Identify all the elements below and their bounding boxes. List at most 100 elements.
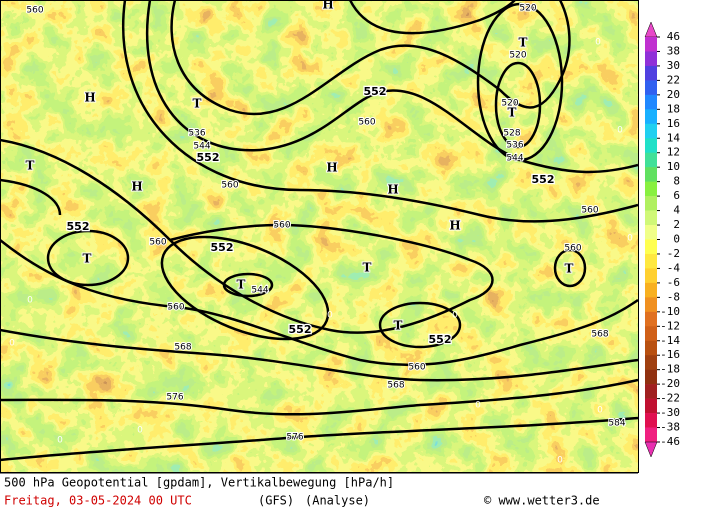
contour-label: 560 bbox=[408, 363, 425, 373]
colorbar-band bbox=[645, 413, 657, 428]
pressure-center: T bbox=[193, 97, 202, 111]
zero-label: 0 bbox=[475, 401, 481, 411]
pressure-center: H bbox=[387, 183, 398, 197]
colorbar-label: -30 bbox=[660, 406, 680, 419]
contour-label: 560 bbox=[221, 181, 238, 191]
contour-label: 552 bbox=[429, 333, 452, 346]
colorbar-label: -2 bbox=[667, 247, 680, 260]
footer-run: (Analyse) bbox=[305, 494, 370, 508]
zero-label: 0 bbox=[617, 126, 623, 136]
colorbar-label: -22 bbox=[660, 392, 680, 405]
contour-label: 560 bbox=[167, 303, 184, 313]
colorbar-band bbox=[645, 94, 657, 110]
pressure-center: H bbox=[322, 0, 333, 12]
pressure-center: T bbox=[565, 262, 574, 276]
colorbar-band bbox=[645, 152, 657, 168]
colorbar-band bbox=[645, 311, 657, 327]
footer-model: (GFS) bbox=[258, 494, 294, 508]
colorbar-label: 10 bbox=[667, 160, 680, 173]
colorbar-label: 38 bbox=[667, 44, 680, 57]
colorbar-label: -4 bbox=[667, 261, 681, 274]
contour-label: 560 bbox=[149, 238, 166, 248]
pressure-center: H bbox=[326, 161, 337, 175]
colorbar-label: -46 bbox=[660, 435, 680, 448]
colorbar-label: 14 bbox=[667, 131, 681, 144]
colorbar-band bbox=[645, 181, 657, 197]
footer-credit: © www.wetter3.de bbox=[484, 494, 600, 508]
colorbar-label: -6 bbox=[667, 276, 680, 289]
contour-label: 584 bbox=[608, 419, 625, 429]
colorbar-label: -12 bbox=[660, 319, 680, 332]
contour-label: 560 bbox=[358, 118, 375, 128]
contour-label: 536 bbox=[506, 141, 523, 151]
colorbar-bottom-triangle bbox=[644, 441, 658, 458]
contour-label: 520 bbox=[509, 51, 526, 61]
footer-title: 500 hPa Geopotential [gpdam], Vertikalbe… bbox=[4, 476, 394, 490]
pressure-center: T bbox=[83, 252, 92, 266]
contour-label: 560 bbox=[26, 6, 43, 16]
colorbar-band bbox=[645, 123, 657, 139]
colorbar-label: 18 bbox=[667, 102, 680, 115]
contour-label: 544 bbox=[193, 142, 210, 152]
colorbar-band bbox=[645, 384, 657, 399]
colorbar-band bbox=[645, 253, 657, 269]
colorbar-band bbox=[645, 427, 657, 443]
zero-label: 0 bbox=[9, 339, 15, 349]
colorbar-label: 16 bbox=[667, 117, 680, 130]
colorbar-band bbox=[645, 51, 657, 67]
colorbar-band bbox=[645, 355, 657, 370]
colorbar-band bbox=[645, 326, 657, 342]
contour-label: 520 bbox=[501, 99, 518, 109]
zero-label: 0 bbox=[627, 234, 633, 244]
zero-label: 0 bbox=[597, 406, 603, 416]
contour-label: 520 bbox=[519, 4, 536, 14]
pressure-center: T bbox=[363, 261, 372, 275]
colorbar-band bbox=[645, 80, 657, 96]
contour-label: 544 bbox=[506, 154, 523, 164]
colorbar-label: -16 bbox=[660, 348, 680, 361]
contour-label: 552 bbox=[197, 151, 220, 164]
colorbar-band bbox=[645, 398, 657, 414]
colorbar-band bbox=[645, 297, 657, 313]
colorbar-band bbox=[645, 65, 657, 81]
colorbar-label: -8 bbox=[667, 290, 680, 303]
colorbar-band bbox=[645, 239, 657, 255]
contour-label: 552 bbox=[532, 173, 555, 186]
contour-label: 576 bbox=[166, 393, 183, 403]
pressure-center: T bbox=[508, 106, 517, 120]
zero-label: 0 bbox=[327, 311, 333, 321]
colorbar-label: 22 bbox=[667, 73, 680, 86]
zero-label: 0 bbox=[557, 456, 563, 466]
contour-label: 552 bbox=[364, 85, 387, 98]
pressure-center: T bbox=[26, 159, 35, 173]
pressure-center: H bbox=[131, 180, 142, 194]
contour-label: 576 bbox=[286, 433, 303, 443]
colorbar-label: 2 bbox=[673, 218, 680, 231]
colorbar-band bbox=[645, 210, 657, 226]
pressure-center: T bbox=[394, 319, 403, 333]
colorbar-label: -10 bbox=[660, 305, 680, 318]
contour-label: 568 bbox=[591, 330, 608, 340]
colorbar-label: 0 bbox=[673, 233, 680, 246]
contour-label: 536 bbox=[188, 129, 205, 139]
colorbar-label: 6 bbox=[673, 189, 680, 202]
pressure-center: H bbox=[84, 91, 95, 105]
colorbar-label: -38 bbox=[660, 421, 680, 434]
contour-label: 552 bbox=[67, 220, 90, 233]
pressure-center: H bbox=[449, 219, 460, 233]
colorbar-label: 20 bbox=[667, 88, 680, 101]
vertical-motion-field bbox=[0, 0, 638, 472]
colorbar-label: 30 bbox=[667, 59, 680, 72]
colorbar-band bbox=[645, 282, 657, 298]
contour-label: 528 bbox=[503, 129, 520, 139]
colorbar-band bbox=[645, 37, 657, 52]
contour-label: 560 bbox=[564, 244, 581, 254]
colorbar-band bbox=[645, 109, 657, 125]
colorbar-band bbox=[645, 196, 657, 211]
colorbar-label: 4 bbox=[673, 204, 680, 217]
contour-label: 544 bbox=[251, 286, 268, 296]
pressure-center: T bbox=[519, 36, 528, 50]
colorbar-band bbox=[645, 167, 657, 182]
colorbar-label: -18 bbox=[660, 363, 680, 376]
